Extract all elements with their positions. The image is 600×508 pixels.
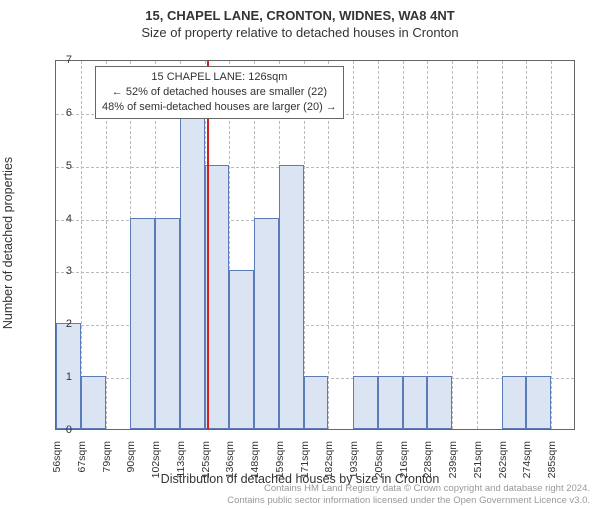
footer-line1: Contains HM Land Registry data © Crown c…: [227, 483, 590, 494]
y-tick-label: 4: [52, 213, 72, 225]
histogram-bar: [130, 218, 155, 429]
annotation-line3: 48% of semi-detached houses are larger (…: [102, 100, 337, 115]
y-tick-label: 5: [52, 160, 72, 172]
gridline-v: [551, 61, 552, 429]
gridline-v: [502, 61, 503, 429]
gridline-v: [81, 61, 82, 429]
chart-title: 15, CHAPEL LANE, CRONTON, WIDNES, WA8 4N…: [0, 8, 600, 23]
y-tick-label: 2: [52, 318, 72, 330]
y-tick-label: 1: [52, 371, 72, 383]
y-tick-label: 6: [52, 107, 72, 119]
gridline-v: [403, 61, 404, 429]
y-tick-label: 3: [52, 265, 72, 277]
gridline-v: [378, 61, 379, 429]
histogram-bar: [279, 165, 304, 429]
histogram-bar: [155, 218, 180, 429]
histogram-bar: [526, 376, 551, 429]
footer-line2: Contains public sector information licen…: [227, 495, 590, 506]
gridline-v: [353, 61, 354, 429]
gridline-v: [452, 61, 453, 429]
histogram-bar: [353, 376, 378, 429]
chart-subtitle: Size of property relative to detached ho…: [0, 25, 600, 40]
annotation-line1: 15 CHAPEL LANE: 126sqm: [102, 70, 337, 85]
histogram-bar: [254, 218, 279, 429]
chart-area: 15 CHAPEL LANE: 126sqm ← 52% of detached…: [55, 60, 575, 430]
histogram-bar: [502, 376, 527, 429]
histogram-bar: [403, 376, 428, 429]
gridline-v: [477, 61, 478, 429]
y-tick-label: 7: [52, 54, 72, 66]
y-axis-label: Number of detached properties: [1, 157, 15, 329]
histogram-bar: [229, 270, 254, 429]
histogram-bar: [81, 376, 106, 429]
annotation-box: 15 CHAPEL LANE: 126sqm ← 52% of detached…: [95, 66, 344, 119]
y-tick-label: 0: [52, 424, 72, 436]
histogram-bar: [304, 376, 329, 429]
gridline-v: [427, 61, 428, 429]
histogram-bar: [378, 376, 403, 429]
histogram-bar: [180, 112, 205, 429]
gridline-h: [56, 167, 574, 168]
histogram-bar: [427, 376, 452, 429]
annotation-line2: ← 52% of detached houses are smaller (22…: [102, 85, 337, 100]
gridline-v: [526, 61, 527, 429]
footer-attribution: Contains HM Land Registry data © Crown c…: [227, 483, 590, 506]
